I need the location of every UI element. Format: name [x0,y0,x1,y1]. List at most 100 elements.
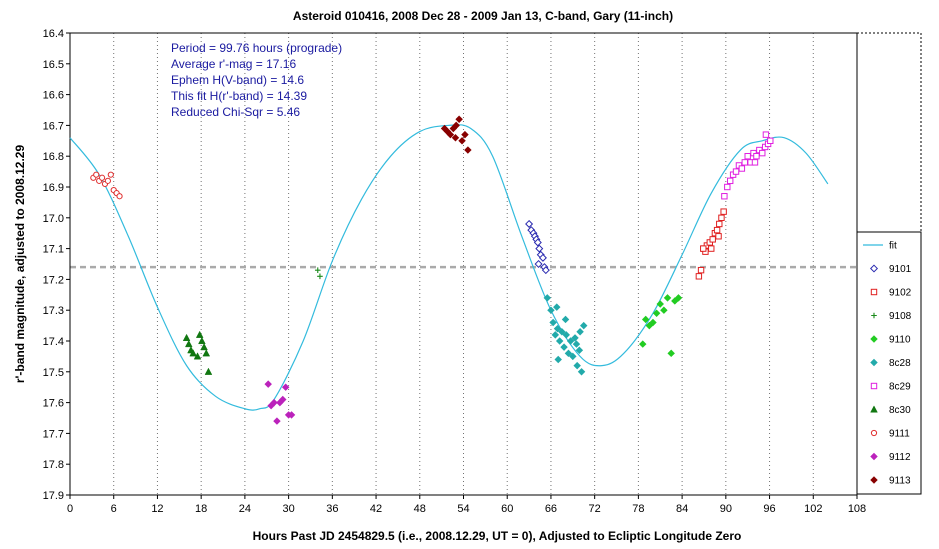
x-tick-label: 102 [804,503,822,515]
data-point-8c28 [553,303,561,311]
data-point-8c28 [547,306,555,314]
data-point-9110 [649,318,657,327]
data-point-9110 [639,340,647,348]
data-point-9110 [656,300,664,308]
x-tick-label: 18 [195,503,207,515]
y-tick-label: 17.2 [43,274,64,286]
data-point-8c29 [767,137,774,145]
data-point-8c28 [561,315,570,324]
data-point-8c30 [195,330,204,338]
y-tick-label: 17.0 [43,213,64,225]
legend-swatch-8c28 [870,358,878,367]
data-point-8c30 [182,333,191,341]
x-tick-label: 84 [676,503,688,515]
data-point-8c28 [555,337,564,345]
data-point-9113 [452,121,460,130]
data-point-8c28 [575,346,584,354]
data-point-9102 [716,220,723,228]
y-tick-label: 17.6 [43,398,64,410]
data-point-9110 [652,309,661,318]
annotation-chisqr: Reduced Chi-Sqr = 5.46 [171,105,300,119]
data-point-8c30 [184,339,193,348]
data-point-9113 [451,133,460,142]
data-point-9108 [314,267,321,273]
x-tick-label: 12 [151,503,163,515]
legend-swatch-9113 [870,476,878,484]
data-point-8c28 [553,324,562,333]
data-point-8c28 [572,340,581,348]
legend-swatch-9112 [870,452,878,461]
y-tick-label: 16.6 [43,90,64,102]
legend-label-9111: 9111 [889,429,910,440]
data-point-8c29 [727,177,734,185]
data-point-9101 [533,238,542,247]
legend-label-8c28: 8c28 [889,358,911,369]
legend-swatch-9102 [870,288,878,296]
y-tick-label: 17.8 [43,459,64,471]
legend-swatch-9110 [870,335,878,343]
data-point-9102 [713,226,721,234]
legend-label-9110: 9110 [889,335,911,346]
data-point-9101 [534,259,543,269]
legend-swatch-9111 [870,429,878,437]
data-point-9101 [535,244,544,253]
legend: fit 9101 9102 9108 9110 8c28 8c29 8c30 9111 9112 9… [856,231,922,495]
data-point-8c29 [738,165,746,172]
x-tick-label: 60 [501,503,513,515]
data-point-8c29 [762,131,770,138]
data-marks [90,115,774,425]
legend-label-9101: 9101 [889,264,912,275]
data-point-9101 [538,253,547,262]
x-tick-label: 108 [848,503,866,515]
y-tick-label: 17.1 [43,244,64,256]
data-point-9112 [281,383,290,391]
data-point-9111 [93,171,100,178]
data-point-9113 [461,130,469,139]
data-point-9113 [446,130,455,139]
data-point-9112 [279,395,287,404]
data-point-9113 [455,115,463,123]
x-tick-label: 24 [239,503,251,515]
data-point-9110 [674,294,683,302]
data-point-9102 [695,273,703,280]
legend-label-8c29: 8c29 [889,382,911,393]
data-point-8c30 [193,352,202,360]
data-point-9112 [270,398,278,407]
data-point-9102 [718,214,725,222]
data-point-8c28 [558,328,566,336]
annotation-average: Average r'-mag = 17.16 [171,57,296,71]
data-point-9111 [107,171,114,178]
data-point-9102 [709,236,716,243]
x-tick-label: 72 [589,503,601,515]
data-point-8c28 [576,328,584,336]
legend-swatch-9108 [871,312,877,319]
data-point-8c29 [744,153,751,160]
data-point-9113 [464,146,472,154]
annotation-period: Period = 99.76 hours (prograde) [171,41,342,55]
data-point-8c28 [549,318,557,327]
legend-box [856,231,922,495]
y-tick-label: 16.7 [43,120,64,132]
y-tick-label: 16.8 [43,151,64,163]
y-tick-label: 17.4 [43,336,64,348]
data-point-8c28 [564,349,573,358]
data-point-9112 [273,417,281,425]
data-point-9102 [715,233,722,240]
data-point-8c29 [751,159,759,166]
x-tick-label: 54 [457,503,469,515]
data-point-8c29 [741,159,748,166]
grid [70,32,922,495]
x-tick-label: 42 [370,503,382,515]
data-point-9102 [697,266,705,274]
legend-label-9108: 9108 [889,311,912,322]
legend-label-9112: 9112 [889,452,911,463]
data-point-8c28 [554,355,562,364]
axis-ticks: 0 6 12 18 24 30 36 42 48 54 60 66 72 78 84 90 96 102 108 16… [43,28,867,515]
data-point-9110 [660,306,668,314]
data-point-8c28 [569,352,577,361]
legend-label-9102: 9102 [889,288,912,299]
data-point-9112 [264,380,272,388]
data-point-8c30 [204,367,213,375]
y-tick-label: 17.7 [43,428,64,440]
